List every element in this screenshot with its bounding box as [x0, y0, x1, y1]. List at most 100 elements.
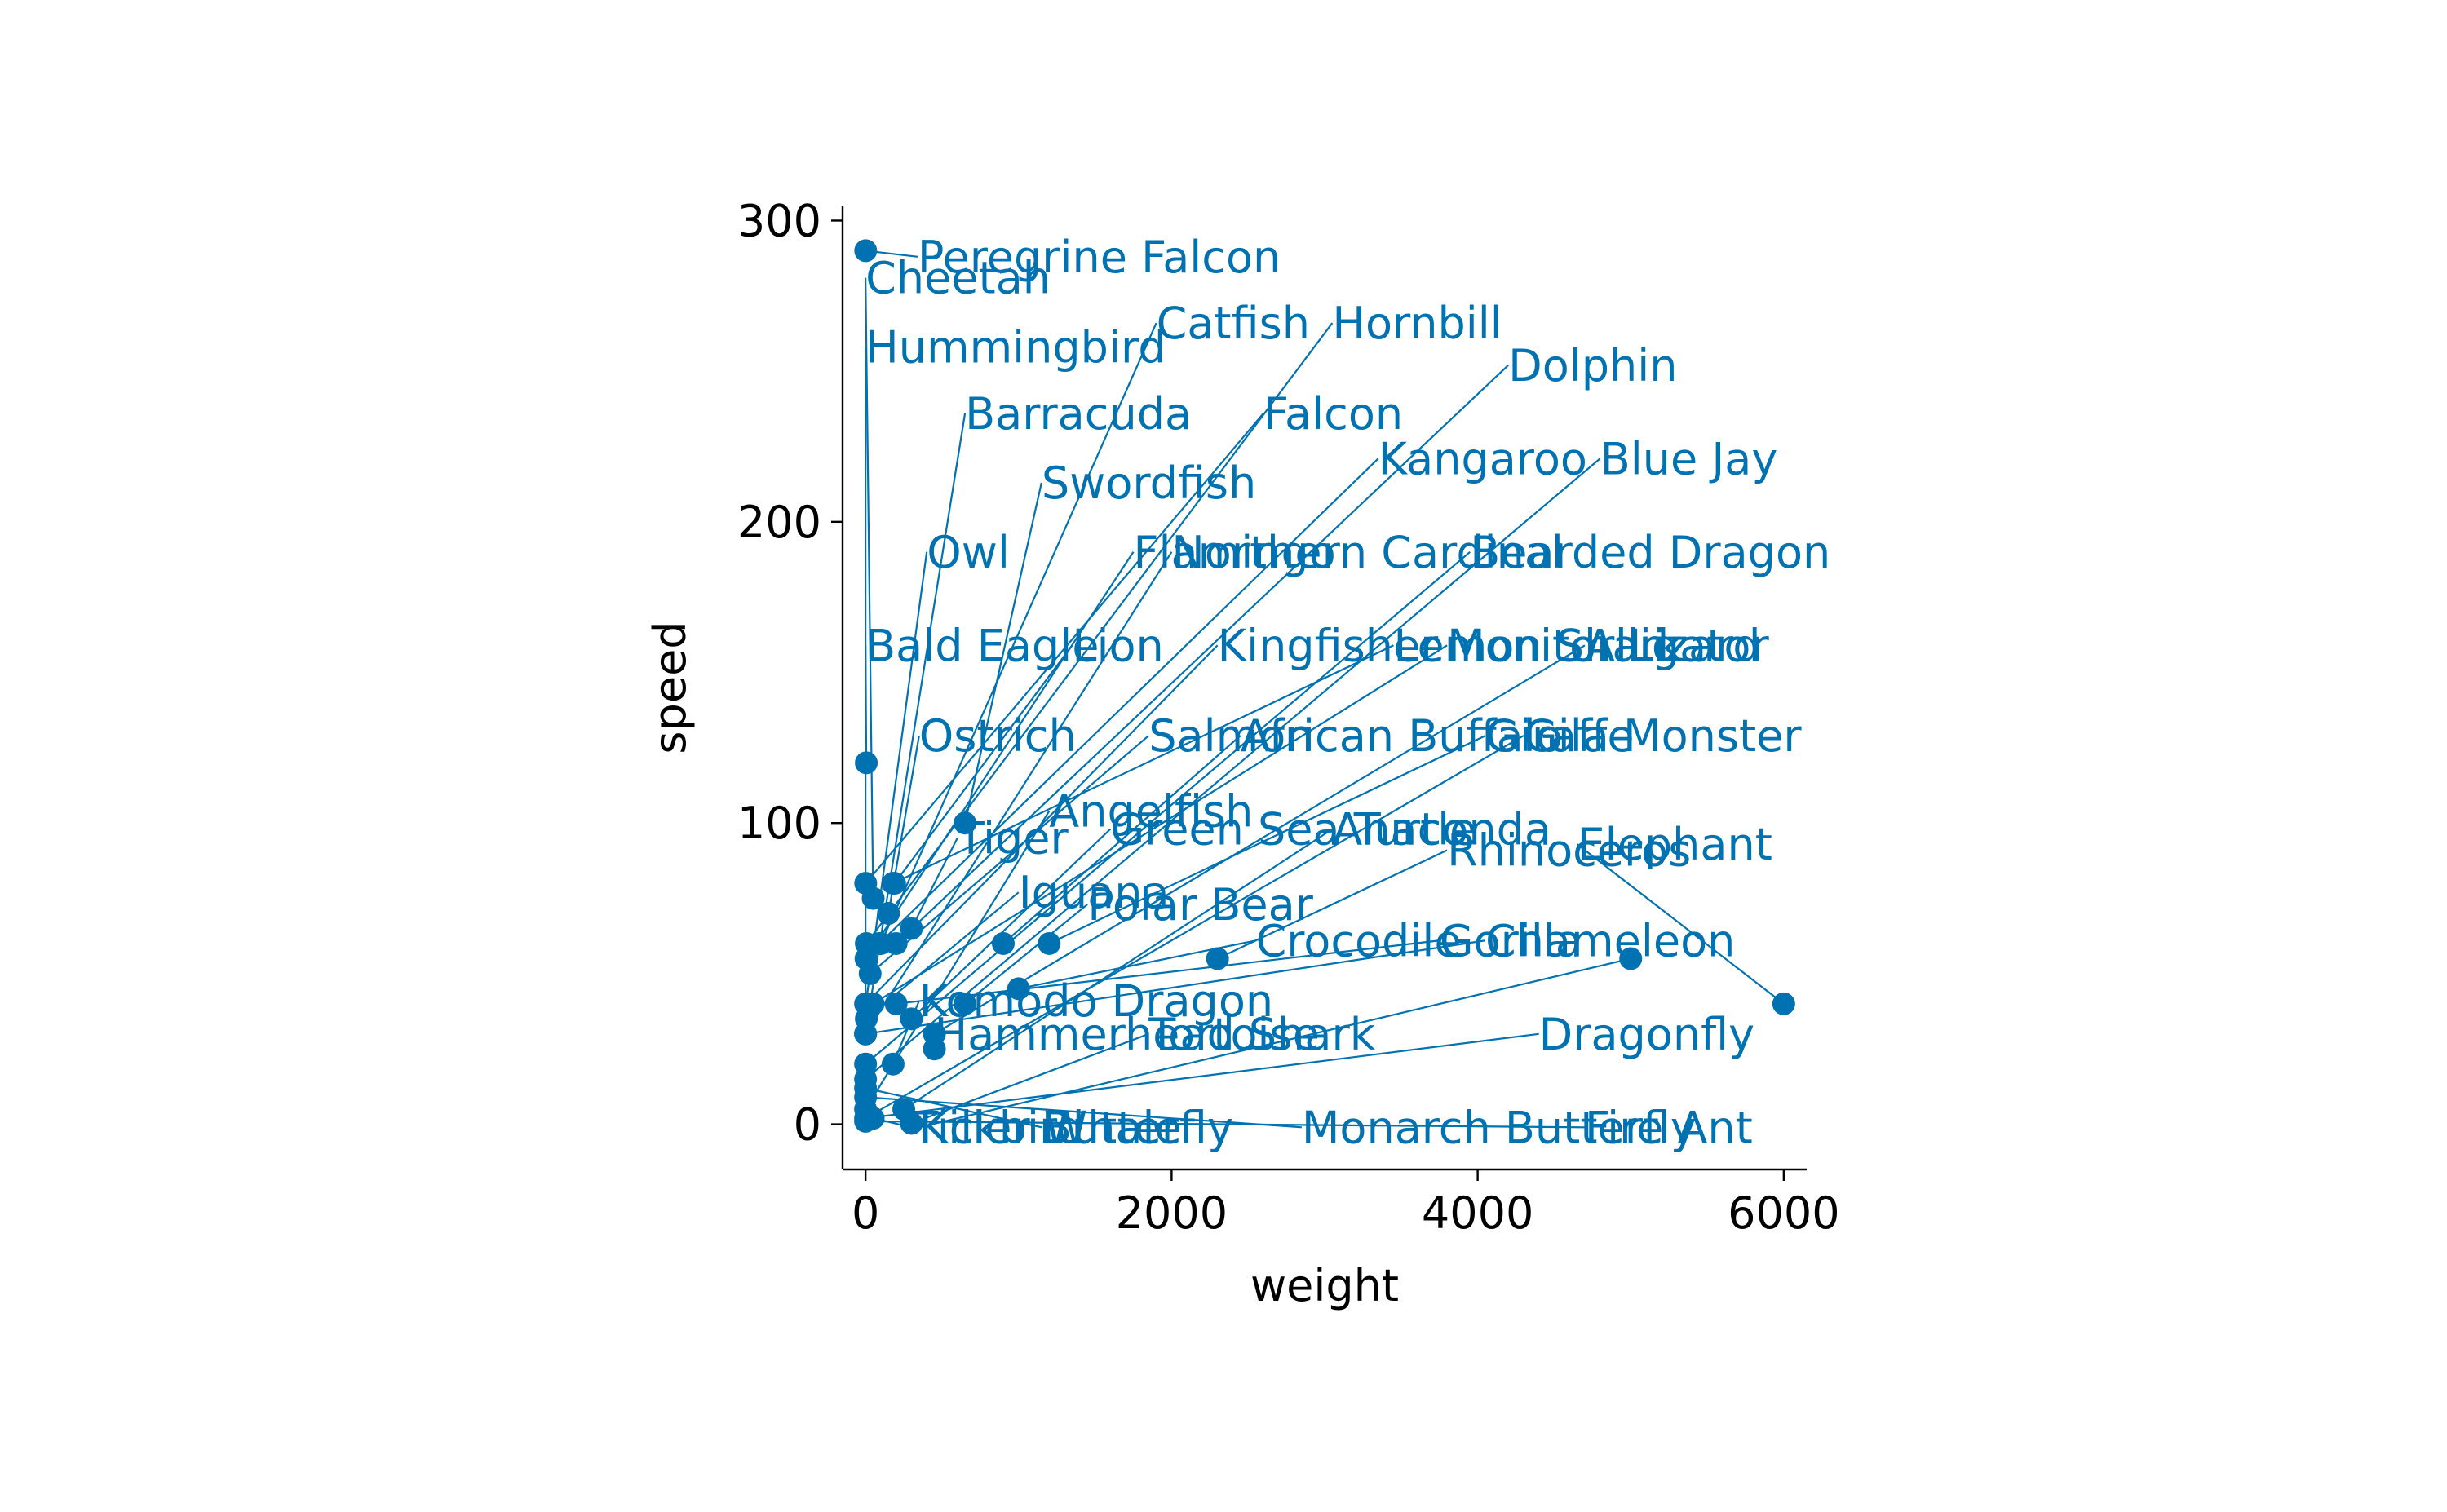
data-point	[1206, 947, 1229, 970]
data-point	[884, 992, 908, 1015]
point-label: Angelfish	[1049, 785, 1253, 837]
x-ticks: 0 2000 4000 6000	[852, 1169, 1840, 1239]
label-connector	[878, 458, 1379, 944]
point-label: Swordfish	[1042, 458, 1256, 509]
point-label: Hammerhead Shark	[935, 1009, 1376, 1060]
point-label: Cheetah	[865, 253, 1051, 304]
point-label: Hummingbird	[865, 322, 1166, 374]
data-point	[858, 962, 882, 985]
x-tick-label: 0	[852, 1187, 879, 1239]
data-point	[1007, 977, 1030, 1001]
point-label: Peregrine Falcon	[918, 232, 1281, 283]
y-ticks: 0 100 200 300	[737, 195, 843, 1151]
data-point	[881, 872, 905, 895]
point-label: Iguana	[1019, 867, 1170, 918]
point-label: Chameleon	[1485, 915, 1735, 966]
point-label: Elephant	[1577, 819, 1772, 870]
data-point	[900, 1007, 923, 1031]
label-connector	[872, 644, 1448, 1005]
data-point	[954, 811, 977, 835]
label-connector	[865, 735, 1524, 1120]
data-point	[1772, 992, 1795, 1015]
x-tick-label: 2000	[1116, 1187, 1228, 1239]
point-label: Barracuda	[965, 388, 1192, 440]
label-connector	[910, 828, 1112, 1020]
point-label: Tickbird	[910, 1102, 1084, 1153]
data-point	[854, 1022, 878, 1046]
x-tick-label: 6000	[1728, 1187, 1839, 1239]
y-axis-title: speed	[644, 621, 696, 754]
label-connector	[1002, 735, 1241, 944]
point-label: Anaconda	[1332, 804, 1551, 855]
point-label: Polar Bear	[1087, 879, 1313, 931]
data-point	[1038, 931, 1061, 955]
connector-layer	[865, 250, 1785, 1129]
x-tick-label: 4000	[1422, 1187, 1533, 1239]
point-label: Blue Jay	[1600, 433, 1778, 484]
label-connector	[865, 1087, 1042, 1129]
point-label: Komodo Dragon	[919, 975, 1273, 1027]
data-point	[881, 1052, 905, 1076]
label-connector	[865, 551, 1173, 1035]
point-label: Catfish	[1157, 298, 1310, 349]
label-connector	[896, 939, 1440, 1005]
point-label: Bearded Dragon	[1470, 527, 1830, 578]
point-label: Dolphin	[1508, 340, 1677, 391]
point-label: Lion	[1072, 620, 1163, 671]
point-label: Bald Eagle	[865, 620, 1099, 671]
label-connector	[1576, 843, 1785, 1005]
data-point	[1619, 947, 1643, 970]
label-connector	[964, 482, 1042, 824]
data-point	[884, 931, 908, 955]
x-axis-title: weight	[1250, 1260, 1399, 1311]
point-label: Monarch Butterfly	[1302, 1102, 1697, 1153]
y-tick-label: 300	[737, 195, 821, 246]
point-label: Monitor Lizard	[1447, 620, 1761, 671]
label-connector	[865, 1120, 1585, 1129]
data-point	[900, 1112, 923, 1135]
data-point	[854, 1109, 878, 1133]
label-connector	[918, 957, 1631, 1129]
label-connector	[1048, 735, 1486, 944]
label-connector	[910, 838, 958, 929]
data-point	[992, 931, 1015, 955]
label-connector	[865, 551, 928, 1004]
label-connector	[865, 939, 1486, 1035]
point-label: Tortoise	[1148, 1009, 1320, 1060]
label-connector	[893, 644, 1073, 884]
data-point	[854, 872, 878, 895]
label-connector	[892, 644, 1394, 885]
y-tick-label: 200	[737, 497, 821, 548]
point-label: Kangaroo	[1378, 433, 1587, 484]
data-point	[854, 1052, 878, 1076]
label-connector	[911, 1032, 1149, 1125]
point-label: Northern Cardinal	[1171, 527, 1564, 578]
label-connector	[865, 551, 1135, 960]
data-point	[877, 902, 900, 926]
point-label: Gorilla	[1440, 915, 1582, 966]
point-label: Crocodile	[1256, 915, 1462, 966]
point-label: Alligator	[1585, 620, 1770, 671]
point-layer	[854, 239, 1795, 1135]
label-connector	[865, 1096, 1302, 1129]
data-point	[854, 239, 878, 263]
point-label: Giraffe	[1485, 710, 1635, 762]
y-tick-label: 0	[794, 1099, 821, 1151]
point-label: Butterfly	[1042, 1102, 1233, 1153]
point-label: Salmon	[1148, 710, 1313, 762]
point-label: Rhinoceros	[1447, 825, 1691, 876]
point-label: Gila Monster	[1524, 710, 1802, 762]
data-point	[900, 917, 923, 940]
label-connector	[865, 458, 1601, 1081]
point-label: Owl	[927, 527, 1010, 578]
label-connector	[865, 645, 868, 763]
point-label: Tiger	[957, 813, 1069, 864]
label-connector	[895, 364, 1509, 944]
label-connector	[964, 904, 1088, 1005]
data-point	[854, 1085, 878, 1109]
point-label: Hornbill	[1332, 298, 1502, 349]
label-connector	[865, 550, 1471, 1065]
point-label: Green Sea Turtle	[1110, 804, 1476, 855]
